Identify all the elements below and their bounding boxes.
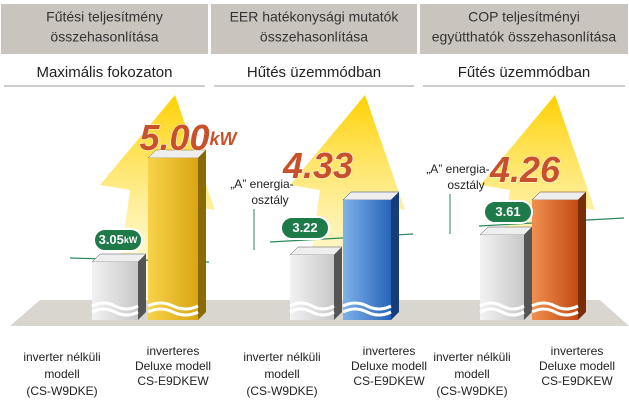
right-label: CS-E9DKEW bbox=[541, 374, 613, 388]
bar bbox=[343, 200, 391, 320]
bar-break bbox=[289, 301, 335, 317]
left-label: inverter nélküli bbox=[433, 350, 510, 364]
bar-side bbox=[198, 150, 206, 320]
bar-side bbox=[138, 254, 146, 320]
badge bbox=[280, 216, 330, 240]
big-value: 5.00kW bbox=[139, 117, 238, 158]
bar bbox=[148, 158, 198, 320]
header-band bbox=[211, 4, 417, 54]
header-text: EER hatékonysági mutatók bbox=[230, 9, 400, 25]
subheader: Hűtés üzemmódban bbox=[247, 64, 381, 81]
left-label: modell bbox=[264, 367, 299, 381]
badge-value: 3.22 bbox=[292, 220, 317, 235]
left-label: inverter nélküli bbox=[23, 350, 100, 364]
left-label: modell bbox=[454, 367, 489, 381]
bar-break bbox=[342, 301, 392, 317]
big-number: 4.33 bbox=[282, 145, 353, 186]
energy-label: „A” energia- bbox=[426, 162, 489, 176]
subheader: Maximális fokozaton bbox=[37, 64, 173, 81]
right-label: CS-E9DKEW bbox=[137, 374, 209, 388]
badge-unit: kW bbox=[124, 235, 138, 245]
panel: EER hatékonysági mutatók összehasonlítása… bbox=[211, 4, 427, 398]
energy-label: osztály bbox=[251, 193, 288, 207]
bar-break bbox=[91, 301, 139, 317]
bar-top bbox=[91, 253, 147, 263]
bar-break bbox=[147, 301, 199, 317]
left-label: (CS-W9DKE) bbox=[26, 384, 97, 398]
badge-value: 3.61 bbox=[495, 204, 520, 219]
bar-side bbox=[578, 192, 586, 320]
bar bbox=[532, 200, 578, 320]
left-label: modell bbox=[44, 367, 79, 381]
right-label: Deluxe modell bbox=[351, 359, 427, 373]
big-value: 4.33 bbox=[282, 145, 353, 186]
header-text: COP teljesítményi bbox=[468, 9, 580, 25]
bar-top bbox=[531, 191, 587, 201]
badge bbox=[93, 228, 143, 252]
badge-number: 3.61 bbox=[495, 204, 520, 219]
bar-side bbox=[334, 247, 342, 320]
right-label: CS-E9DKEW bbox=[353, 374, 425, 388]
subheader: Fűtés üzemmódban bbox=[458, 64, 591, 81]
bar-side bbox=[391, 192, 399, 320]
right-label: inverteres bbox=[363, 344, 416, 358]
big-value: 4.26 bbox=[489, 149, 561, 190]
badge-number: 3.05 bbox=[99, 232, 124, 247]
panel: COP teljesítményi együtthatók összehasonl… bbox=[420, 4, 628, 398]
badge-value: 3.05kW bbox=[99, 232, 138, 247]
badge-number: 3.22 bbox=[292, 220, 317, 235]
bar-top bbox=[479, 226, 533, 236]
header-text: együtthatók összehasonlítása bbox=[432, 29, 617, 45]
panel: Fűtési teljesítmény összehasonlítása Maxim… bbox=[1, 4, 239, 398]
bar-break bbox=[531, 301, 579, 317]
big-number: 5.00 bbox=[139, 117, 209, 158]
right-label: Deluxe modell bbox=[135, 359, 211, 373]
panels: Fűtési teljesítmény összehasonlítása Maxim… bbox=[1, 4, 629, 398]
left-label: inverter nélküli bbox=[243, 350, 320, 364]
energy-label: osztály bbox=[447, 178, 484, 192]
left-label: (CS-W9DKE) bbox=[246, 384, 317, 398]
energy-label: „A” energia- bbox=[230, 177, 293, 191]
left-label: (CS-W9DKE) bbox=[436, 384, 507, 398]
badge bbox=[483, 200, 533, 224]
header-text: összehasonlítása bbox=[260, 29, 368, 45]
big-unit: kW bbox=[210, 129, 239, 149]
right-label: inverteres bbox=[147, 344, 200, 358]
bar-top bbox=[342, 191, 400, 201]
header-text: összehasonlítása bbox=[50, 29, 158, 45]
bar-side bbox=[524, 227, 532, 320]
bar-break bbox=[479, 301, 525, 317]
bar-top bbox=[289, 246, 343, 256]
right-label: inverteres bbox=[551, 344, 604, 358]
header-band bbox=[420, 4, 628, 54]
header-text: Fűtési teljesítmény bbox=[46, 9, 163, 25]
big-number: 4.26 bbox=[489, 149, 561, 190]
right-label: Deluxe modell bbox=[539, 359, 615, 373]
header-band bbox=[1, 4, 208, 54]
